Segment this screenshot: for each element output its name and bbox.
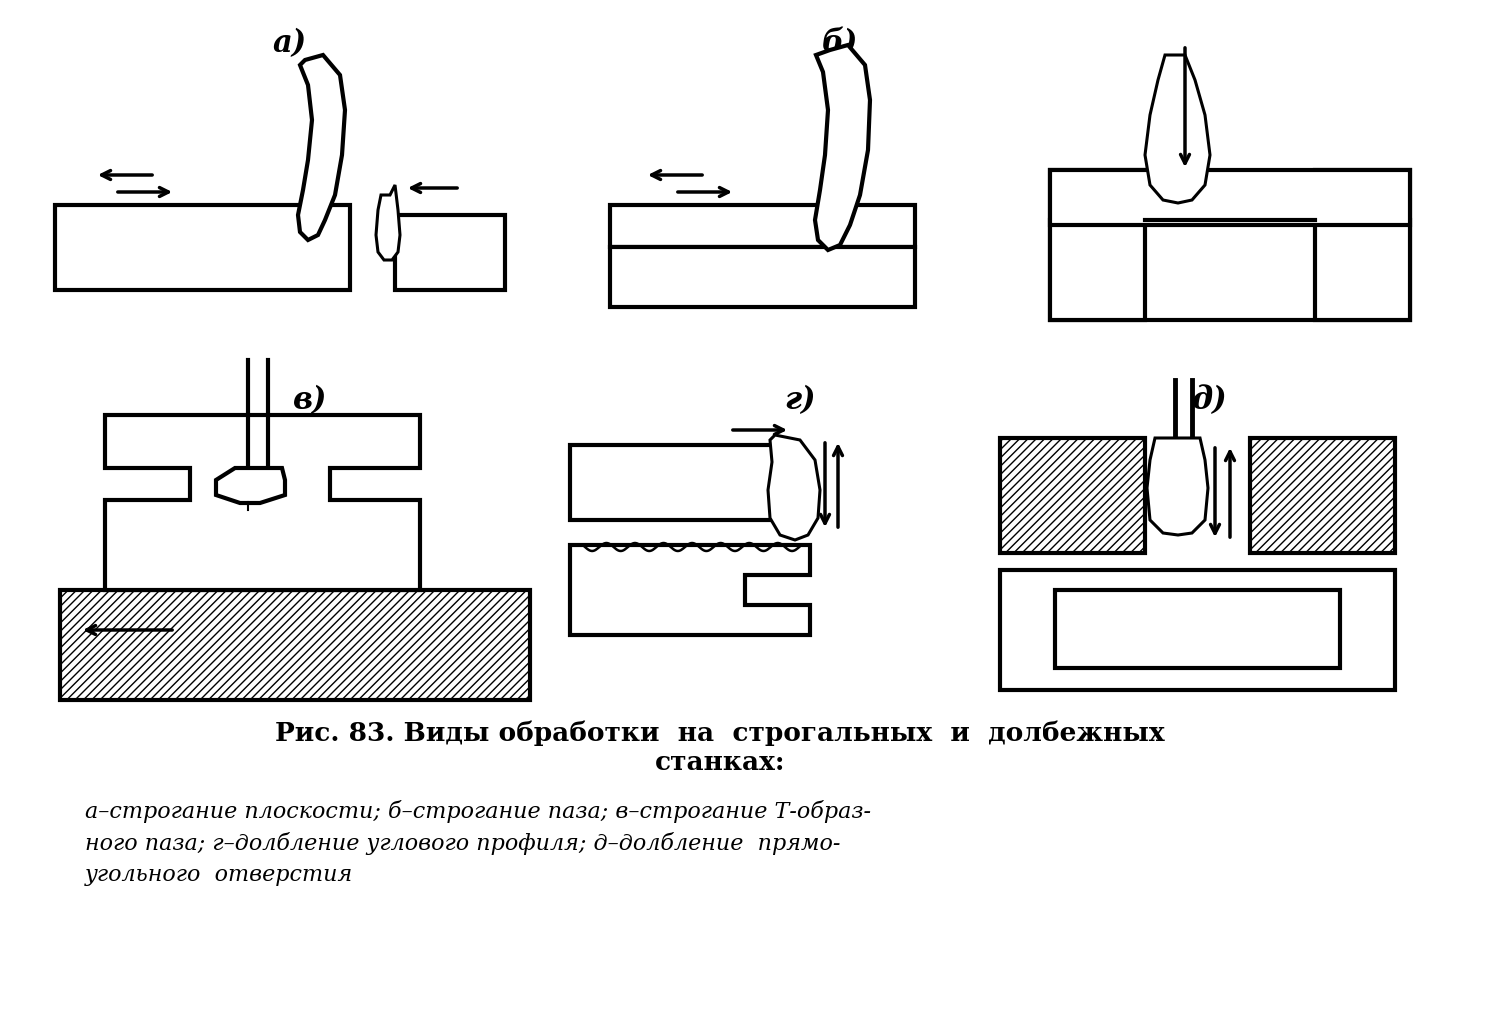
Polygon shape	[570, 545, 809, 635]
Bar	[1316, 170, 1411, 320]
Text: г): г)	[784, 385, 815, 416]
Bar	[610, 205, 915, 247]
Polygon shape	[216, 468, 285, 503]
Text: станках:: станках:	[654, 750, 785, 775]
Bar	[1050, 220, 1411, 320]
Polygon shape	[105, 415, 420, 590]
Bar	[1055, 590, 1340, 668]
Bar	[610, 247, 915, 307]
Polygon shape	[1147, 438, 1209, 535]
Text: ного паза; г–долбление углового профиля; д–долбление  прямо-: ного паза; г–долбление углового профиля;…	[84, 832, 841, 855]
Text: в): в)	[292, 385, 327, 416]
Bar	[60, 590, 530, 700]
Polygon shape	[1145, 55, 1210, 203]
Text: д): д)	[1192, 385, 1228, 416]
Bar	[1001, 438, 1145, 553]
Polygon shape	[377, 185, 399, 260]
Text: угольного  отверстия: угольного отверстия	[84, 864, 353, 886]
Text: а): а)	[273, 28, 307, 59]
Text: Рис. 83. Виды обработки  на  строгальных  и  долбежных: Рис. 83. Виды обработки на строгальных и…	[276, 720, 1165, 745]
Bar	[1050, 170, 1411, 225]
Bar	[395, 215, 505, 290]
Bar	[1050, 170, 1145, 320]
Bar	[1249, 438, 1395, 553]
Polygon shape	[298, 55, 345, 240]
Text: б): б)	[821, 28, 857, 59]
Polygon shape	[769, 435, 820, 540]
Bar	[570, 445, 785, 520]
Bar	[54, 205, 350, 290]
Text: а–строгание плоскости; б–строгание паза; в–строгание Т-образ-: а–строгание плоскости; б–строгание паза;…	[84, 800, 871, 823]
Polygon shape	[815, 45, 870, 250]
Bar	[1001, 570, 1395, 690]
